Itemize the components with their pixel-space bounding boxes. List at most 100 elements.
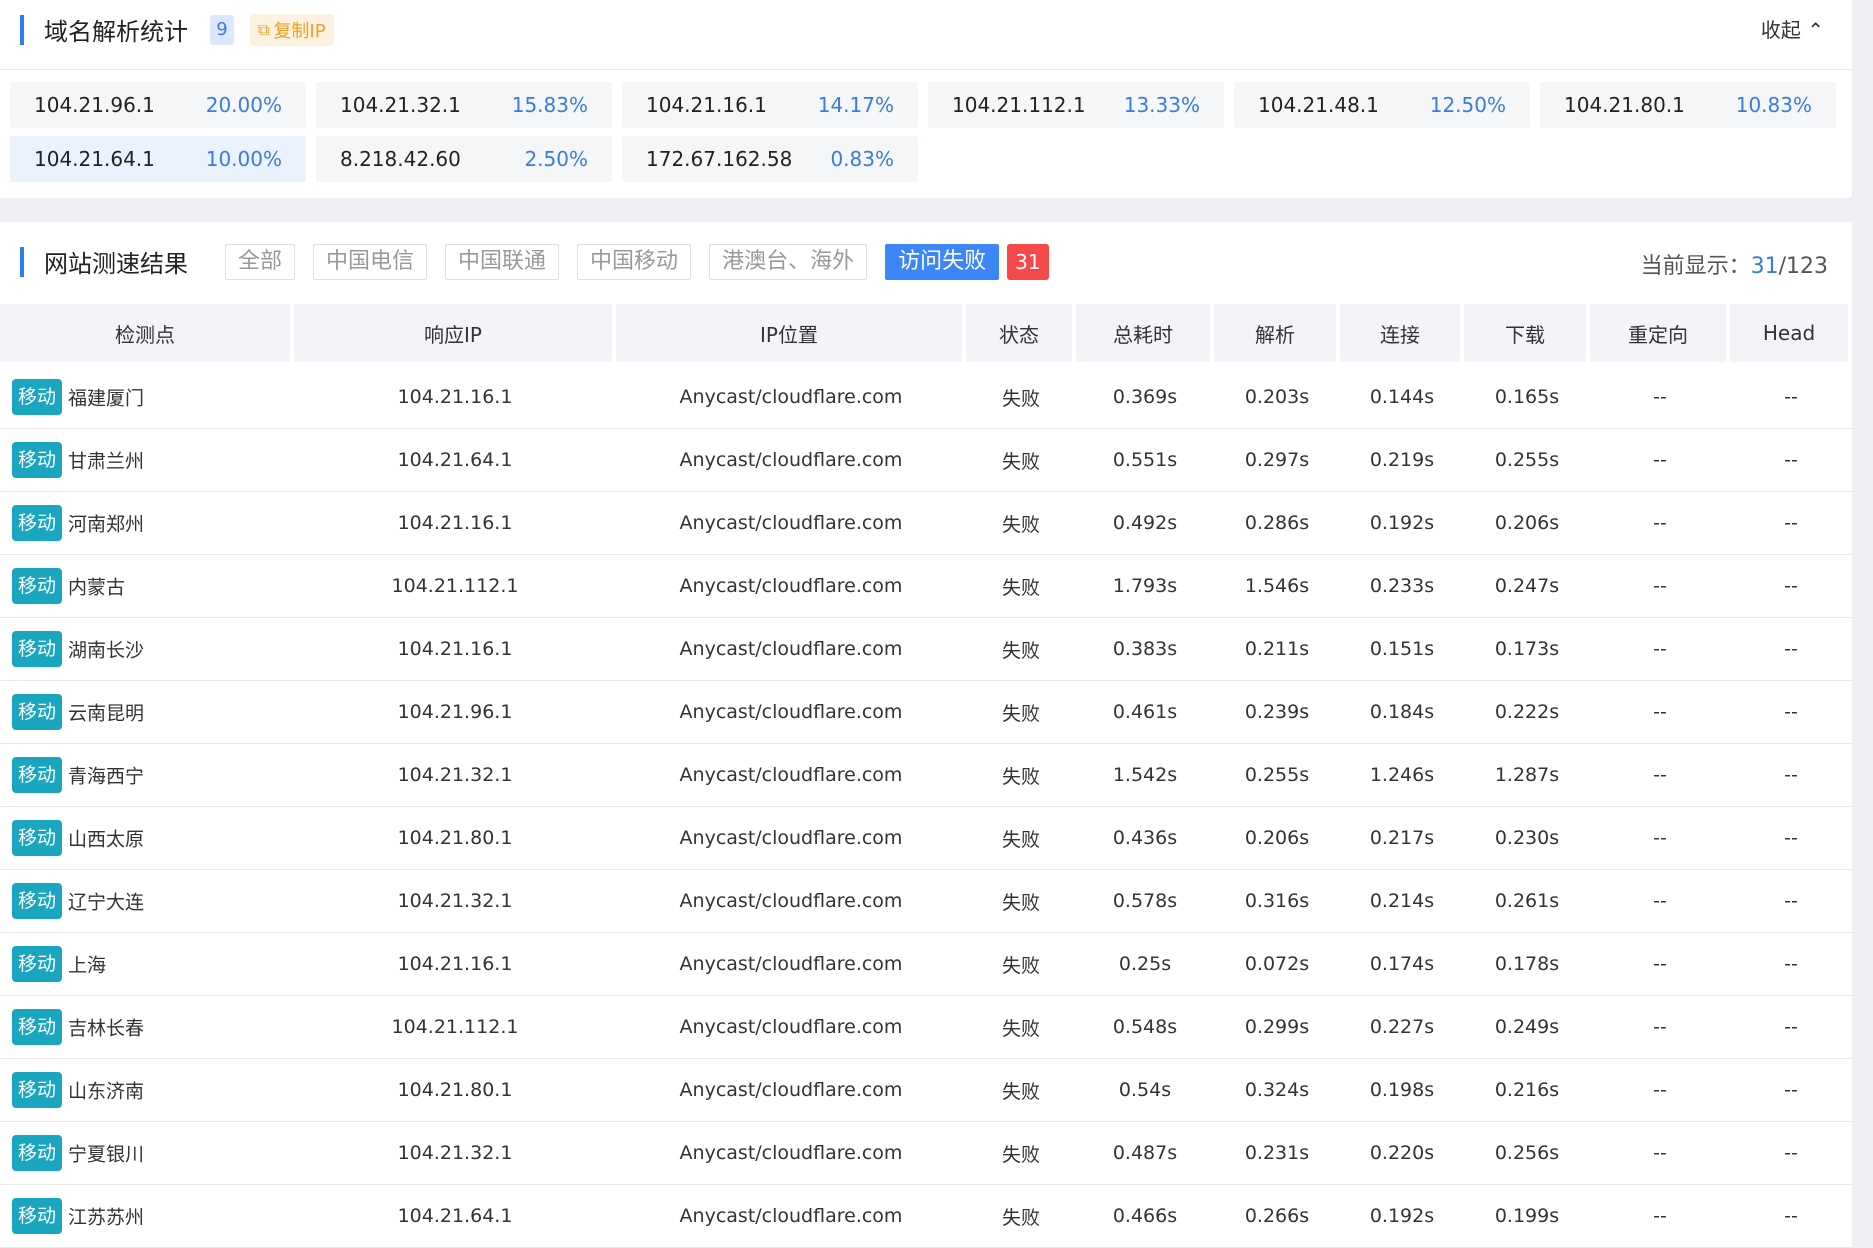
table-row[interactable]: 移动 河南郑州 104.21.16.1 Anycast/cloudflare.com 失… — [0, 492, 1852, 555]
ip-stat-item[interactable]: 8.218.42.60 2.50% — [316, 136, 612, 182]
carrier-badge: 移动 — [12, 946, 62, 982]
probe-city: 甘肃兰州 — [68, 450, 145, 473]
response-ip: 104.21.64.1 — [294, 1185, 616, 1248]
head-time: -- — [1730, 429, 1852, 492]
table-row[interactable]: 移动 山西太原 104.21.80.1 Anycast/cloudflare.com 失… — [0, 807, 1852, 870]
filter-tab[interactable]: 中国电信 — [313, 244, 428, 280]
carrier-badge: 移动 — [12, 1072, 62, 1108]
probe-location-cell: 移动 云南昆明 — [0, 681, 294, 744]
total-time: 0.25s — [1076, 933, 1214, 996]
table-row[interactable]: 移动 云南昆明 104.21.96.1 Anycast/cloudflare.com 失… — [0, 681, 1852, 744]
table-row[interactable]: 移动 江苏苏州 104.21.64.1 Anycast/cloudflare.com 失… — [0, 1185, 1852, 1248]
table-row[interactable]: 移动 内蒙古 104.21.112.1 Anycast/cloudflare.com 失… — [0, 555, 1852, 618]
table-body: 移动 福建厦门 104.21.16.1 Anycast/cloudflare.com 失… — [0, 366, 1852, 1248]
table-row[interactable]: 移动 湖南长沙 104.21.16.1 Anycast/cloudflare.com 失… — [0, 618, 1852, 681]
download-time: 0.216s — [1464, 1059, 1590, 1122]
ip-location: Anycast/cloudflare.com — [616, 681, 966, 744]
response-ip: 104.21.16.1 — [294, 618, 616, 681]
total-time: 0.492s — [1076, 492, 1214, 555]
carrier-badge: 移动 — [12, 1135, 62, 1171]
total-time: 0.578s — [1076, 870, 1214, 933]
head-time: -- — [1730, 681, 1852, 744]
speed-test-panel: 网站测速结果 全部 中国电信 中国联通 中国移动 港澳台、海外 访问失败 31 当前显示：3… — [0, 222, 1852, 1248]
filter-tab[interactable]: 访问失败 — [885, 244, 1000, 280]
dns-time: 0.206s — [1214, 807, 1340, 870]
table-row[interactable]: 移动 甘肃兰州 104.21.64.1 Anycast/cloudflare.com 失… — [0, 429, 1852, 492]
connect-time: 0.214s — [1340, 870, 1464, 933]
ip-location: Anycast/cloudflare.com — [616, 807, 966, 870]
ip-location: Anycast/cloudflare.com — [616, 1185, 966, 1248]
filter-tab[interactable]: 港澳台、海外 — [709, 244, 868, 280]
filter-tab[interactable]: 中国联通 — [445, 244, 560, 280]
probe-city: 江苏苏州 — [68, 1206, 145, 1229]
redirect-time: -- — [1590, 870, 1730, 933]
ip-location: Anycast/cloudflare.com — [616, 492, 966, 555]
status-cell: 失败 — [966, 933, 1076, 996]
carrier-badge: 移动 — [12, 1198, 62, 1234]
table-row[interactable]: 移动 青海西宁 104.21.32.1 Anycast/cloudflare.com 失… — [0, 744, 1852, 807]
response-ip: 104.21.96.1 — [294, 681, 616, 744]
ip-percentage: 0.83% — [830, 147, 894, 171]
ip-percentage: 12.50% — [1429, 93, 1506, 117]
redirect-time: -- — [1590, 933, 1730, 996]
collapse-button[interactable]: 收起 ⌃ — [1760, 18, 1824, 42]
ip-location: Anycast/cloudflare.com — [616, 870, 966, 933]
redirect-time: -- — [1590, 429, 1730, 492]
download-time: 0.222s — [1464, 681, 1590, 744]
table-row[interactable]: 移动 辽宁大连 104.21.32.1 Anycast/cloudflare.com 失… — [0, 870, 1852, 933]
download-time: 0.249s — [1464, 996, 1590, 1059]
redirect-time: -- — [1590, 366, 1730, 429]
ip-stat-item[interactable]: 104.21.48.1 12.50% — [1234, 82, 1530, 128]
head-time: -- — [1730, 996, 1852, 1059]
result-count-display: 当前显示：31/123 — [1641, 248, 1828, 280]
response-ip: 104.21.80.1 — [294, 1059, 616, 1122]
total-time: 0.548s — [1076, 996, 1214, 1059]
dns-time: 0.297s — [1214, 429, 1340, 492]
copy-ip-button[interactable]: ⧉ 复制IP — [250, 13, 334, 46]
table-row[interactable]: 移动 上海 104.21.16.1 Anycast/cloudflare.com 失败 0… — [0, 933, 1852, 996]
ip-stat-item[interactable]: 104.21.80.1 10.83% — [1540, 82, 1836, 128]
download-time: 0.178s — [1464, 933, 1590, 996]
dns-stats-header: 域名解析统计 9 ⧉ 复制IP — [20, 12, 334, 47]
ip-stat-item[interactable]: 104.21.64.1 10.00% — [10, 136, 306, 182]
carrier-badge: 移动 — [12, 505, 62, 541]
ip-stat-item[interactable]: 104.21.112.1 13.33% — [928, 82, 1224, 128]
ip-stat-item[interactable]: 104.21.96.1 20.00% — [10, 82, 306, 128]
column-header: 状态 — [966, 304, 1076, 366]
ip-address: 172.67.162.58 — [646, 147, 793, 171]
total-time: 0.466s — [1076, 1185, 1214, 1248]
download-time: 0.173s — [1464, 618, 1590, 681]
total-time: 0.54s — [1076, 1059, 1214, 1122]
table-row[interactable]: 移动 福建厦门 104.21.16.1 Anycast/cloudflare.com 失… — [0, 366, 1852, 429]
download-time: 0.199s — [1464, 1185, 1590, 1248]
dns-stats-panel: 域名解析统计 9 ⧉ 复制IP 收起 ⌃ 104.21.96.1 20.00% 10… — [0, 0, 1852, 198]
filter-tab[interactable]: 中国移动 — [577, 244, 692, 280]
ip-stat-item[interactable]: 104.21.32.1 15.83% — [316, 82, 612, 128]
download-time: 0.261s — [1464, 870, 1590, 933]
head-time: -- — [1730, 1185, 1852, 1248]
head-time: -- — [1730, 366, 1852, 429]
table-row[interactable]: 移动 山东济南 104.21.80.1 Anycast/cloudflare.com 失… — [0, 1059, 1852, 1122]
response-ip: 104.21.80.1 — [294, 807, 616, 870]
dns-time: 0.231s — [1214, 1122, 1340, 1185]
probe-city: 上海 — [68, 954, 107, 977]
column-header: 响应IP — [294, 304, 616, 366]
speed-test-header: 网站测速结果 — [20, 244, 188, 279]
download-time: 1.287s — [1464, 744, 1590, 807]
showing-total: /123 — [1778, 254, 1828, 279]
response-ip: 104.21.32.1 — [294, 870, 616, 933]
ip-stat-item[interactable]: 172.67.162.58 0.83% — [622, 136, 918, 182]
ip-stat-item[interactable]: 104.21.16.1 14.17% — [622, 82, 918, 128]
table-row[interactable]: 移动 吉林长春 104.21.112.1 Anycast/cloudflare.com… — [0, 996, 1852, 1059]
filter-tab[interactable]: 全部 — [225, 244, 296, 280]
status-cell: 失败 — [966, 618, 1076, 681]
download-time: 0.256s — [1464, 1122, 1590, 1185]
ip-location: Anycast/cloudflare.com — [616, 744, 966, 807]
status-cell: 失败 — [966, 1059, 1076, 1122]
carrier-badge: 移动 — [12, 820, 62, 856]
probe-location-cell: 移动 青海西宁 — [0, 744, 294, 807]
status-cell: 失败 — [966, 681, 1076, 744]
status-cell: 失败 — [966, 366, 1076, 429]
ip-percentage: 20.00% — [205, 93, 282, 117]
table-row[interactable]: 移动 宁夏银川 104.21.32.1 Anycast/cloudflare.com 失… — [0, 1122, 1852, 1185]
